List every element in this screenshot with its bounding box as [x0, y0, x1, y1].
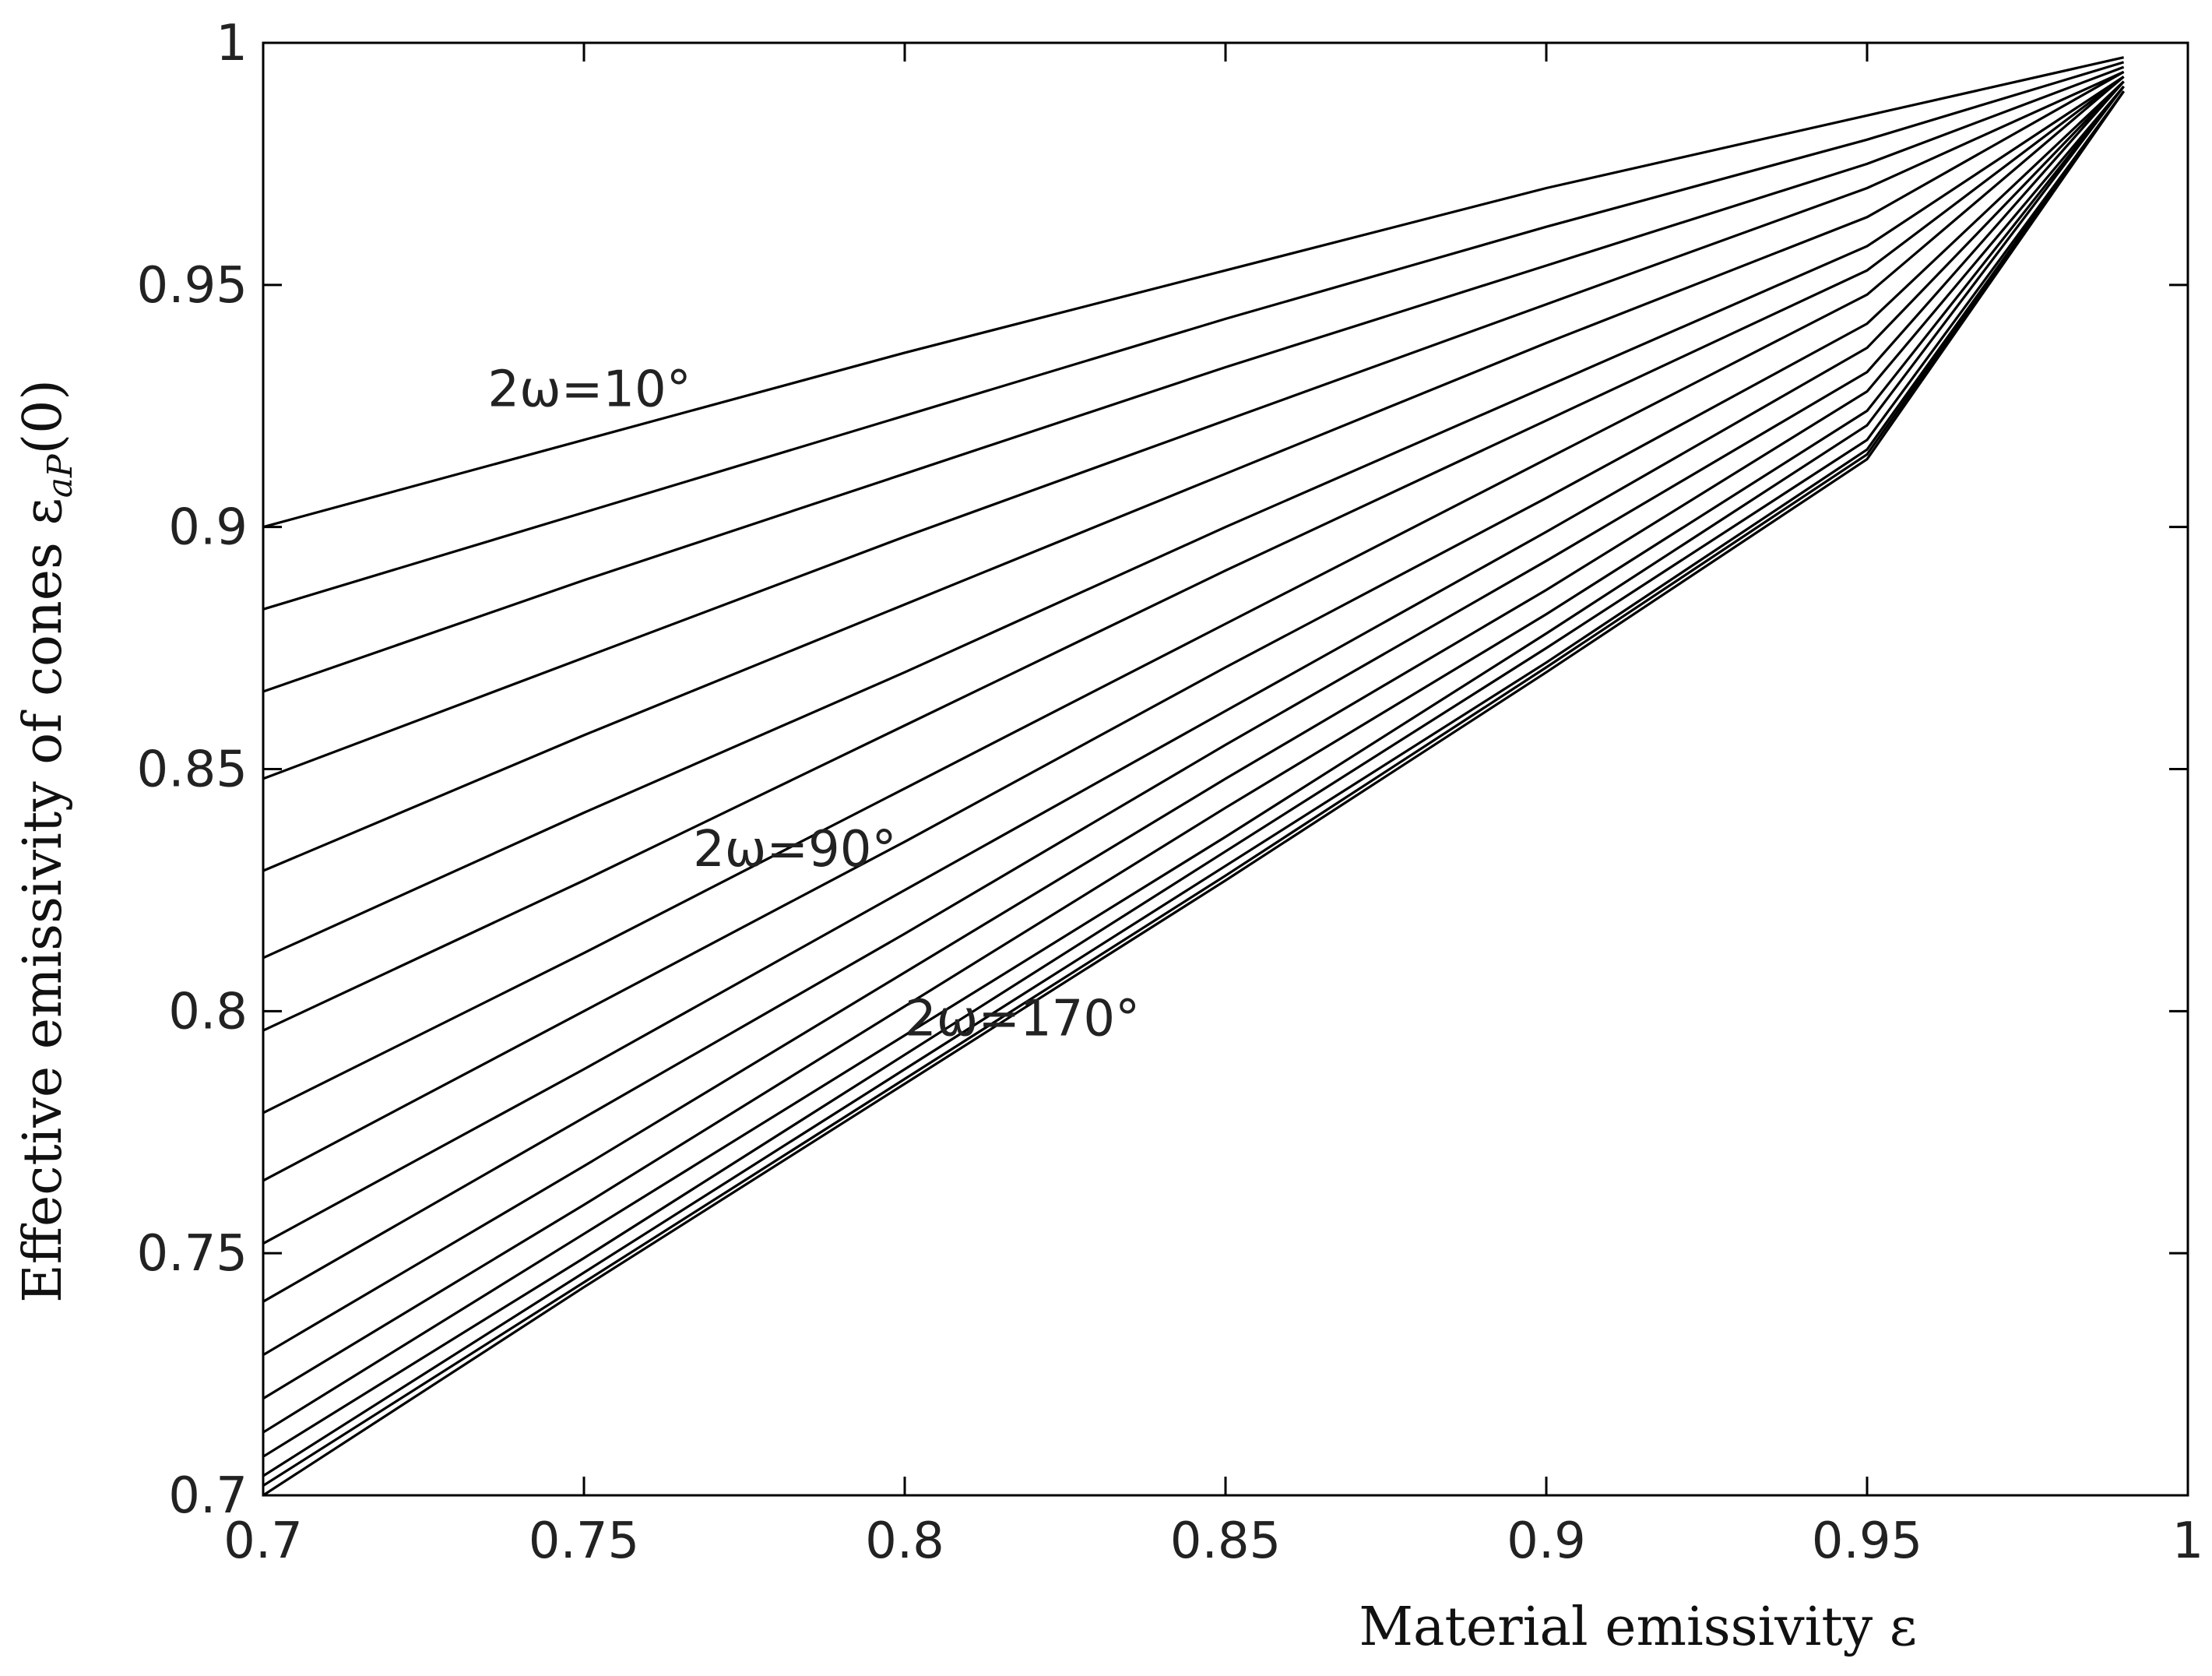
series-line-17 [262, 90, 2125, 1487]
x-axis-title: Material emissivity ε [1359, 1597, 1917, 1658]
y-tick-label: 0.9 [168, 499, 248, 557]
series-line-7 [262, 76, 2125, 1032]
tick-marks [262, 41, 2189, 1497]
series-line-14 [262, 86, 2125, 1434]
annotation-label-3: 2ω=170° [905, 990, 1140, 1048]
y-axis-title-main: Effective emissivity of cones ε [12, 498, 74, 1303]
x-tick-labels: 0.7 0.75 0.8 0.85 0.9 0.95 1 [223, 1512, 2203, 1570]
series-line-16 [262, 90, 2125, 1477]
annotations: 2ω=10° 2ω=90° 2ω=170° [487, 361, 1140, 1048]
x-tick-label: 0.8 [865, 1512, 944, 1570]
x-tick-label: 0.75 [529, 1512, 640, 1570]
x-tick-label: 0.7 [223, 1512, 303, 1570]
y-axis-title-subscript: aP [40, 453, 80, 498]
series-line-13 [262, 86, 2125, 1400]
series-line-4 [262, 70, 2125, 780]
series-line-8 [262, 76, 2125, 1114]
x-tick-label: 0.9 [1507, 1512, 1586, 1570]
annotation-label-2: 2ω=90° [693, 821, 896, 878]
series-line-12 [262, 85, 2125, 1357]
series-line-10 [262, 80, 2125, 1245]
curves-group [262, 56, 2125, 1497]
x-tick-label: 0.95 [1812, 1512, 1923, 1570]
series-line-9 [262, 80, 2125, 1182]
series-line-11 [262, 80, 2125, 1303]
y-tick-label: 0.7 [168, 1467, 248, 1525]
x-tick-label: 1 [2172, 1512, 2204, 1570]
y-tick-label: 1 [216, 15, 248, 72]
y-axis-title: Effective emissivity of cones εaP(0) [12, 379, 80, 1303]
series-line-6 [262, 76, 2125, 959]
y-axis-title-suffix: (0) [12, 379, 74, 454]
series-line-2 [262, 61, 2125, 611]
y-tick-label: 0.95 [137, 257, 248, 315]
y-tick-label: 0.85 [137, 741, 248, 799]
series-line-3 [262, 65, 2125, 693]
y-tick-label: 0.8 [168, 983, 248, 1040]
series-line-1 [262, 56, 2124, 529]
annotation-label-1: 2ω=10° [487, 361, 691, 418]
series-line-5 [262, 70, 2125, 872]
y-tick-labels: 0.7 0.75 0.8 0.85 0.9 0.95 1 [137, 15, 248, 1525]
x-tick-label: 0.85 [1170, 1512, 1282, 1570]
series-line-18 [262, 90, 2125, 1497]
y-tick-label: 0.75 [137, 1225, 248, 1283]
series-line-15 [262, 90, 2125, 1458]
